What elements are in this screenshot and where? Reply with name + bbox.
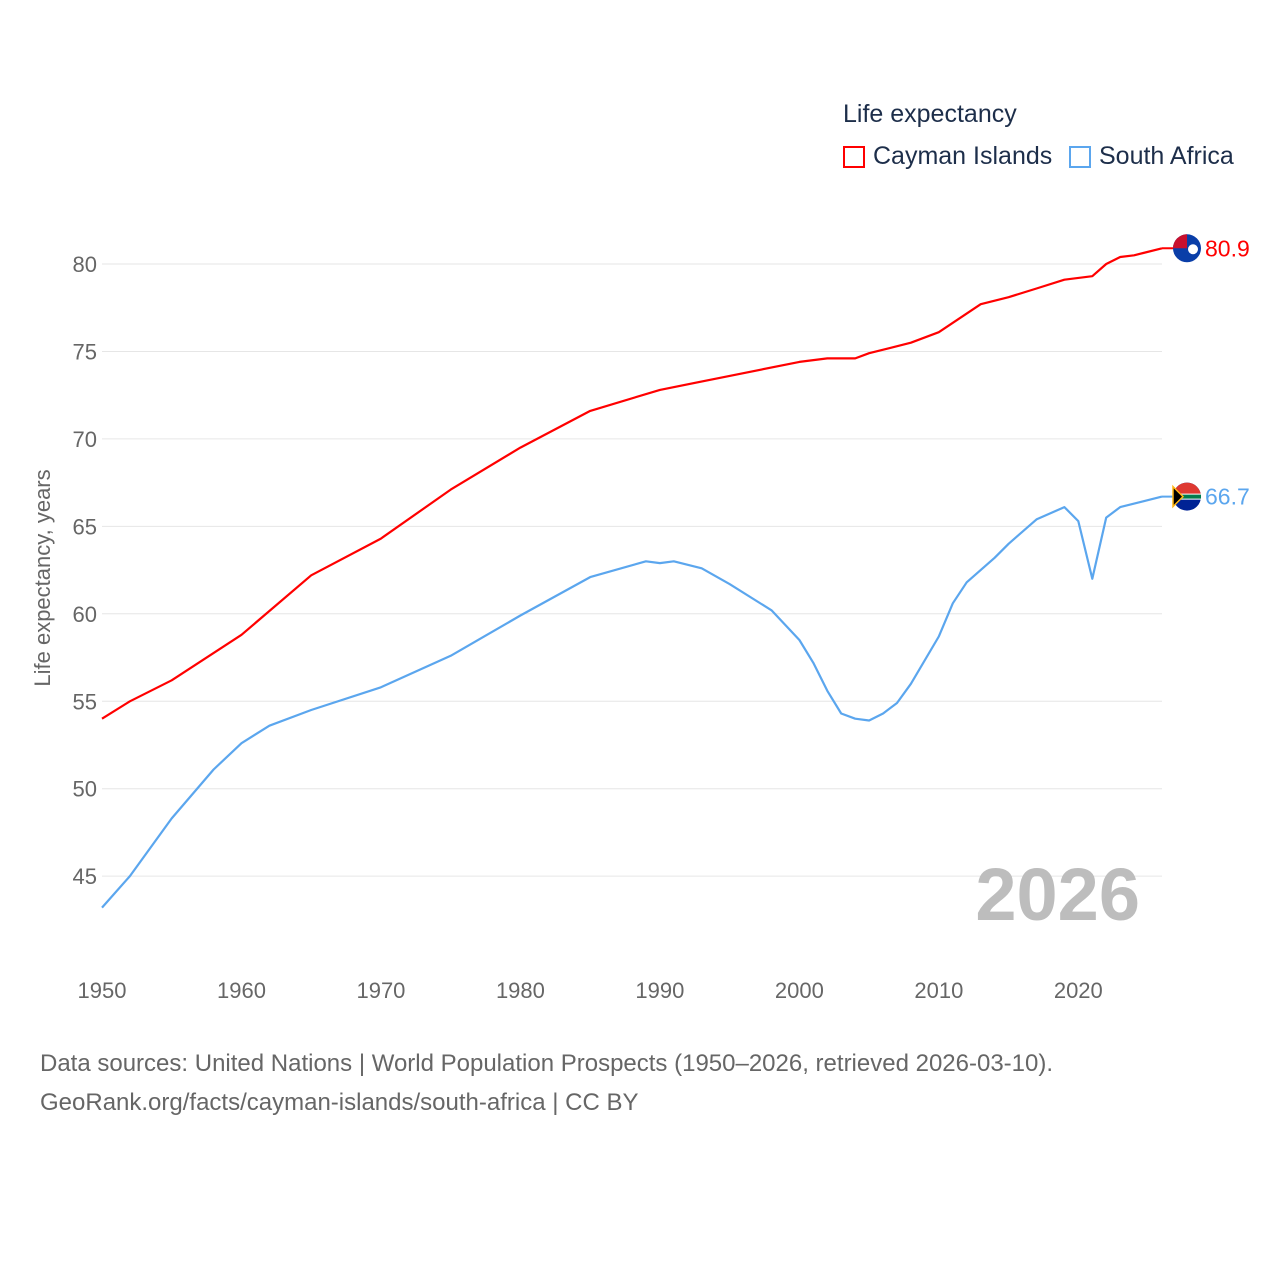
y-tick-label: 50 [73, 777, 97, 802]
x-tick-label: 1950 [78, 978, 127, 1003]
x-tick-label: 1980 [496, 978, 545, 1003]
series-line-south-africa [101, 495, 1163, 909]
y-tick-label: 65 [73, 514, 97, 539]
year-annotation: 2026 [975, 853, 1140, 936]
legend-item-south-africa[interactable]: South Africa [1069, 142, 1234, 171]
source-line: Data sources: United Nations | World Pop… [40, 1050, 1054, 1077]
y-tick-label: 45 [73, 864, 97, 889]
source-link[interactable]: GeoRank.org/facts/cayman-islands/south-a… [40, 1089, 639, 1116]
x-tick-label: 2000 [775, 978, 824, 1003]
legend-title: Life expectancy [843, 100, 1017, 128]
y-tick-label: 80 [73, 252, 97, 277]
y-axis-label: Life expectancy, years [30, 469, 55, 686]
y-tick-label: 60 [73, 602, 97, 627]
flag-icon-south-africa [1172, 482, 1201, 511]
x-tick-label: 2020 [1054, 978, 1103, 1003]
y-tick-label: 75 [73, 339, 97, 364]
x-tick-label: 1990 [635, 978, 684, 1003]
legend-swatch [1069, 145, 1091, 168]
flag-icon-cayman-islands [1173, 234, 1201, 263]
series-line-cayman-islands [101, 247, 1163, 720]
legend-label: South Africa [1099, 142, 1234, 170]
source-note: Data sources: United Nations | World Pop… [40, 1044, 1053, 1122]
legend-label: Cayman Islands [873, 142, 1053, 170]
legend-item-cayman-islands[interactable]: Cayman Islands [843, 142, 1052, 171]
y-tick-label: 70 [73, 427, 97, 452]
legend-swatch [843, 145, 865, 168]
x-tick-label: 2010 [914, 978, 963, 1003]
y-tick-label: 55 [73, 689, 97, 714]
x-tick-label: 1970 [356, 978, 405, 1003]
end-value-label: 66.7 [1205, 484, 1250, 510]
x-tick-label: 1960 [217, 978, 266, 1003]
end-value-label: 80.9 [1205, 235, 1250, 261]
